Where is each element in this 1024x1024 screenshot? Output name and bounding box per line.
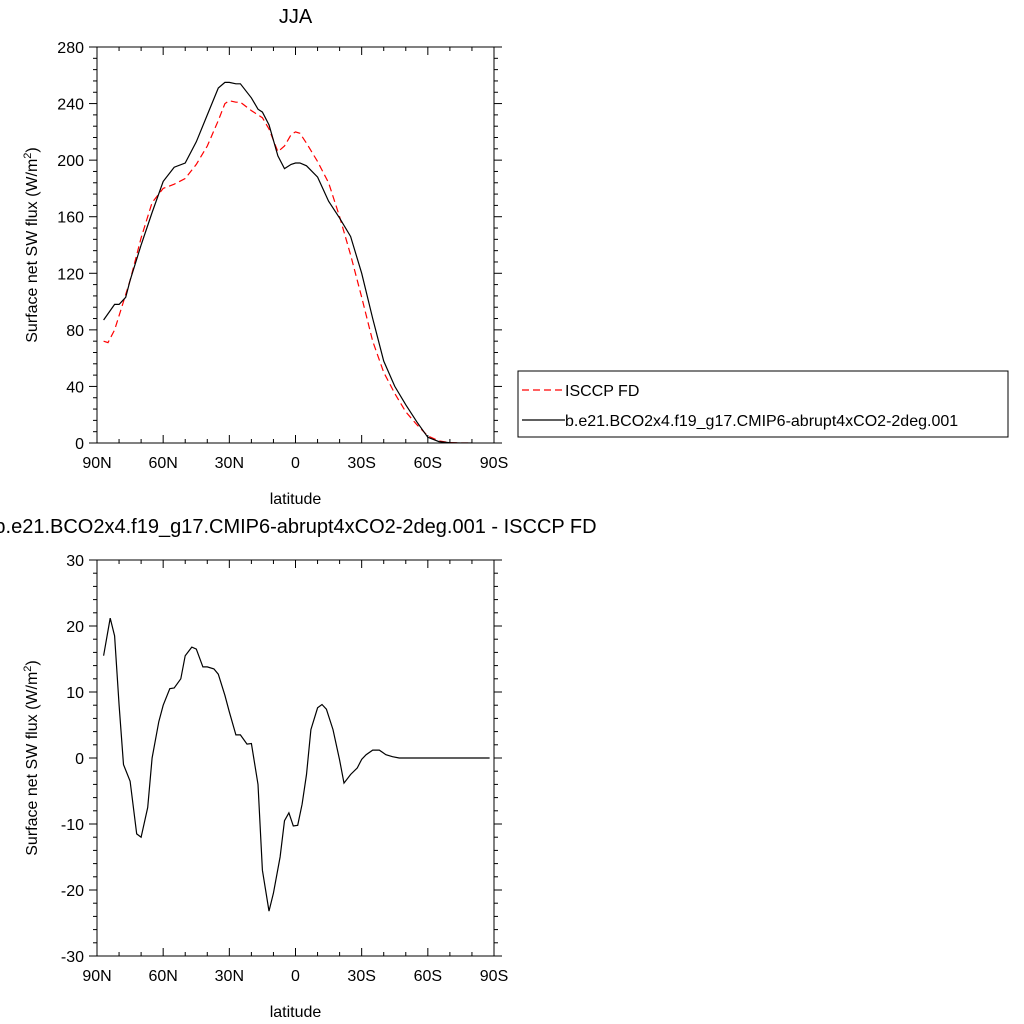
x-tick-label: 30S: [347, 455, 375, 472]
y-tick-label: -10: [61, 817, 84, 834]
x-tick-label: 30N: [215, 455, 244, 472]
y-tick-label: -20: [61, 883, 84, 900]
plot-frame: [96, 46, 495, 444]
x-tick-label: 30N: [215, 968, 244, 985]
y-tick-label: 80: [66, 323, 84, 340]
chart-title: JJA: [279, 6, 313, 28]
y-tick-label: 20: [66, 619, 84, 636]
series-line-0: [103, 617, 490, 912]
x-tick-label: 0: [291, 455, 300, 472]
y-tick-label: 0: [75, 436, 84, 453]
y-tick-label: 40: [66, 379, 84, 396]
y-tick-label: 30: [66, 553, 84, 570]
x-axis-label: latitude: [270, 1004, 322, 1021]
legend: ISCCP FD b.e21.BCO2x4.f19_g17.CMIP6-abrup…: [517, 370, 1009, 438]
panel-flux-by-latitude: JJA 90N 60N 30N 0 30S 60S 90S 0 40 80 120 160 200 240 2…: [22, 6, 1009, 508]
y-axis-label-superscript: 2: [22, 666, 34, 672]
y-axis-label-text: Surface net SW flux (W/m: [24, 159, 41, 343]
panel-flux-difference-by-latitude: b.e21.BCO2x4.f19_g17.CMIP6-abrupt4xCO2-2…: [0, 516, 597, 1021]
y-axis-label-text: Surface net SW flux (W/m: [24, 672, 41, 856]
y-axis-label: Surface net SW flux (W/m2): [22, 660, 41, 856]
x-tick-label: 60N: [148, 455, 177, 472]
y-tick-label: 0: [75, 751, 84, 768]
x-tick-label: 60S: [414, 968, 442, 985]
y-tick-label: 160: [57, 210, 84, 227]
y-axis-label-close: ): [24, 660, 41, 665]
x-axis-label: latitude: [270, 491, 322, 508]
series-line-1: [103, 81, 472, 443]
y-tick-label: 200: [57, 153, 84, 170]
legend-label-1: b.e21.BCO2x4.f19_g17.CMIP6-abrupt4xCO2-2…: [565, 413, 958, 430]
x-tick-label: 60N: [148, 968, 177, 985]
x-tick-label: 60S: [414, 455, 442, 472]
x-tick-label: 0: [291, 968, 300, 985]
y-axis-label: Surface net SW flux (W/m2): [22, 147, 41, 343]
y-tick-label: 280: [57, 40, 84, 57]
y-tick-label: -30: [61, 949, 84, 966]
x-tick-label: 30S: [347, 968, 375, 985]
series-line-0: [103, 100, 472, 443]
y-axis-label-superscript: 2: [22, 153, 34, 159]
chart-title: b.e21.BCO2x4.f19_g17.CMIP6-abrupt4xCO2-2…: [0, 516, 597, 538]
y-tick-label: 120: [57, 266, 84, 283]
x-tick-label: 90N: [82, 455, 111, 472]
x-tick-label: 90N: [82, 968, 111, 985]
legend-box: [517, 370, 1009, 438]
legend-label-0: ISCCP FD: [565, 383, 639, 400]
y-axis-label-close: ): [24, 147, 41, 152]
x-tick-label: 90S: [480, 455, 508, 472]
y-tick-label: 10: [66, 685, 84, 702]
y-tick-label: 240: [57, 97, 84, 114]
x-tick-label: 90S: [480, 968, 508, 985]
